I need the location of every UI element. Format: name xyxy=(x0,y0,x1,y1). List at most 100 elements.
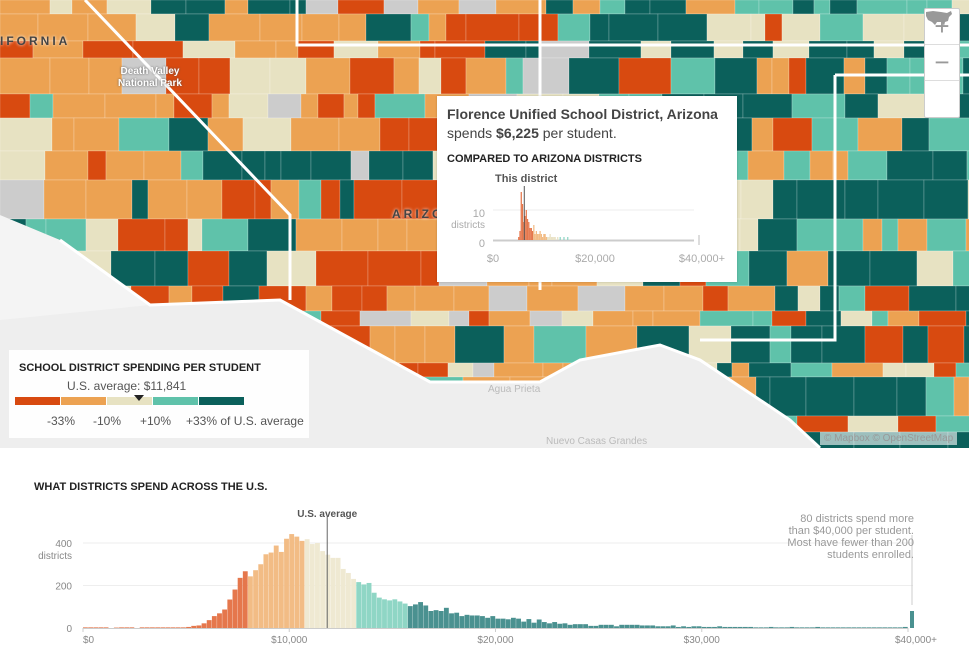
school-district[interactable] xyxy=(624,285,665,312)
school-district[interactable] xyxy=(410,13,430,42)
school-district[interactable] xyxy=(853,376,898,417)
school-district[interactable] xyxy=(131,179,149,220)
school-district[interactable] xyxy=(361,285,388,312)
school-district[interactable] xyxy=(202,150,243,181)
school-district[interactable] xyxy=(533,325,587,364)
school-district[interactable] xyxy=(488,310,531,327)
school-district[interactable] xyxy=(699,310,754,327)
school-district[interactable] xyxy=(44,150,89,181)
school-district[interactable] xyxy=(117,218,166,252)
school-district[interactable] xyxy=(85,218,119,252)
school-district[interactable] xyxy=(751,117,774,152)
school-district[interactable] xyxy=(104,93,157,119)
school-district[interactable] xyxy=(132,40,184,59)
school-district[interactable] xyxy=(577,285,626,312)
school-district[interactable] xyxy=(742,93,793,119)
school-district[interactable] xyxy=(465,13,520,42)
school-district[interactable] xyxy=(756,57,773,95)
school-district[interactable] xyxy=(953,376,969,417)
school-district[interactable] xyxy=(739,218,759,252)
school-district[interactable] xyxy=(608,13,659,42)
school-district[interactable] xyxy=(901,117,930,152)
school-district[interactable] xyxy=(234,40,277,59)
school-district[interactable] xyxy=(522,57,570,95)
school-district[interactable] xyxy=(955,362,969,378)
school-district[interactable] xyxy=(862,218,883,252)
school-district[interactable] xyxy=(774,285,799,312)
school-district[interactable] xyxy=(165,57,200,95)
school-district[interactable] xyxy=(201,218,249,252)
school-district[interactable] xyxy=(877,179,925,220)
school-district[interactable] xyxy=(0,117,53,152)
school-district[interactable] xyxy=(174,13,210,42)
school-district[interactable] xyxy=(902,325,929,364)
school-district[interactable] xyxy=(877,93,932,119)
school-district[interactable] xyxy=(247,0,291,15)
school-district[interactable] xyxy=(864,285,910,312)
school-district[interactable] xyxy=(198,57,231,95)
school-district[interactable] xyxy=(0,57,51,95)
school-district[interactable] xyxy=(819,13,864,42)
school-district[interactable] xyxy=(221,179,256,220)
school-district[interactable] xyxy=(465,57,507,95)
school-district[interactable] xyxy=(49,57,90,95)
school-district[interactable] xyxy=(493,362,544,378)
school-district[interactable] xyxy=(526,285,579,312)
school-district[interactable] xyxy=(341,218,379,252)
school-district[interactable] xyxy=(402,150,434,181)
school-district[interactable] xyxy=(752,310,773,327)
zoom-out-button[interactable]: − xyxy=(925,45,959,81)
school-district[interactable] xyxy=(966,150,969,181)
school-district[interactable] xyxy=(857,117,903,152)
school-district[interactable] xyxy=(568,57,620,95)
school-district[interactable] xyxy=(928,117,969,152)
school-district[interactable] xyxy=(796,218,837,252)
school-district[interactable] xyxy=(864,325,904,364)
school-district[interactable] xyxy=(0,93,31,119)
school-district[interactable] xyxy=(772,117,813,152)
school-district[interactable] xyxy=(349,57,395,95)
school-district[interactable] xyxy=(135,13,176,42)
school-district[interactable] xyxy=(365,13,412,42)
school-district[interactable] xyxy=(290,117,340,152)
school-district[interactable] xyxy=(965,218,969,252)
school-district[interactable] xyxy=(670,57,716,95)
school-district[interactable] xyxy=(295,218,343,252)
school-district[interactable] xyxy=(445,13,467,42)
school-district[interactable] xyxy=(155,93,175,119)
school-district[interactable] xyxy=(905,362,935,378)
school-district[interactable] xyxy=(417,0,460,15)
school-district[interactable] xyxy=(829,0,858,15)
school-district[interactable] xyxy=(933,362,957,378)
school-district[interactable] xyxy=(428,13,447,42)
school-district[interactable] xyxy=(150,0,187,15)
school-district[interactable] xyxy=(0,179,45,220)
school-district[interactable] xyxy=(840,310,873,327)
school-district[interactable] xyxy=(783,150,811,181)
school-district[interactable] xyxy=(339,179,355,220)
school-district[interactable] xyxy=(702,285,729,312)
school-district[interactable] xyxy=(224,0,249,15)
school-district[interactable] xyxy=(280,150,312,181)
school-district[interactable] xyxy=(367,250,422,287)
school-district[interactable] xyxy=(211,93,230,119)
school-district[interactable] xyxy=(757,218,798,252)
school-district[interactable] xyxy=(897,218,928,252)
school-district[interactable] xyxy=(453,285,490,312)
school-district[interactable] xyxy=(301,13,340,42)
school-district[interactable] xyxy=(472,362,495,378)
school-district[interactable] xyxy=(730,325,771,364)
school-district[interactable] xyxy=(410,310,450,327)
school-district[interactable] xyxy=(393,57,420,95)
school-district[interactable] xyxy=(589,13,610,42)
school-district[interactable] xyxy=(164,218,189,252)
school-district[interactable] xyxy=(386,285,416,312)
school-district[interactable] xyxy=(758,0,794,15)
school-district[interactable] xyxy=(557,13,591,42)
school-district[interactable] xyxy=(337,0,385,15)
school-district[interactable] xyxy=(847,150,888,181)
school-district[interactable] xyxy=(918,310,967,327)
school-district[interactable] xyxy=(747,150,785,181)
school-district[interactable] xyxy=(748,250,788,287)
school-district[interactable] xyxy=(769,325,792,364)
